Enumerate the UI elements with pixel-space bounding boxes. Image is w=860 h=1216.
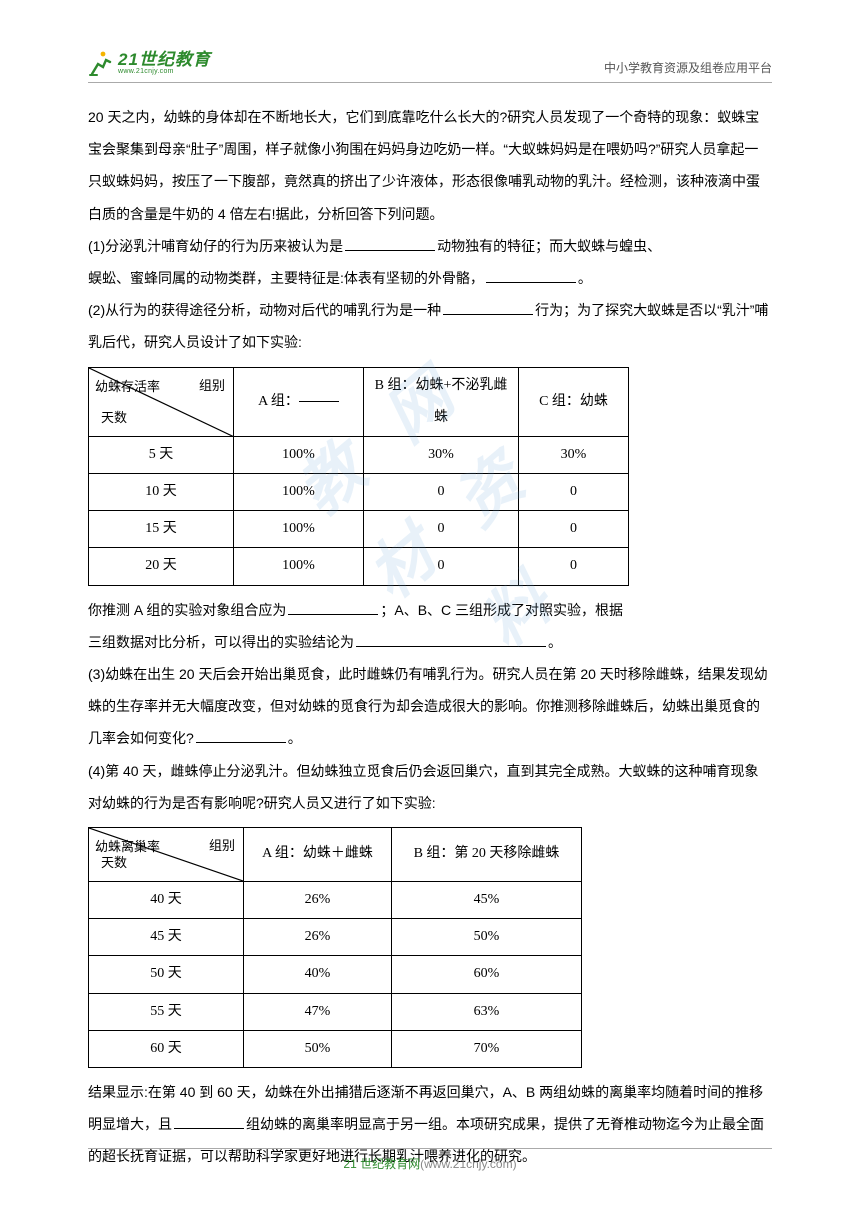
blank-2c[interactable]	[288, 601, 378, 615]
document-body: 20 天之内，幼蛛的身体却在不断地长大，它们到底靠吃什么长大的?研究人员发现了一…	[88, 101, 772, 1172]
table1-col-a: A 组：	[234, 367, 364, 436]
experiment-table-1: 幼蛛存活率 组别 天数 A 组： B 组：幼蛛+不泌乳雌蛛 C 组：幼蛛 5 天…	[88, 367, 629, 586]
table1-col-c: C 组：幼蛛	[519, 367, 629, 436]
question-3: (3)幼蛛在出生 20 天后会开始出巢觅食，此时雌蛛仍有哺乳行为。研究人员在第 …	[88, 658, 772, 755]
table-row: 20 天 100% 0 0	[89, 548, 629, 585]
question-2-conclusion: 三组数据对比分析，可以得出的实验结论为。	[88, 626, 772, 658]
blank-2e[interactable]	[356, 633, 546, 647]
question-4-intro: (4)第 40 天，雌蛛停止分泌乳汁。但幼蛛独立觅食后仍会返回巢穴，直到其完全成…	[88, 755, 772, 819]
table1-diag-header: 幼蛛存活率 组别 天数	[89, 367, 234, 436]
table2-diag-header: 幼蛛离巢率 组别 天数	[89, 827, 244, 881]
table-row: 10 天 100% 0 0	[89, 474, 629, 511]
logo: 21世纪教育 www.21cnjy.com	[88, 50, 211, 76]
footer-brand: 21 世纪教育网	[343, 1157, 420, 1171]
blank-1b[interactable]	[486, 269, 576, 283]
page-header: 21世纪教育 www.21cnjy.com 中小学教育资源及组卷应用平台	[88, 50, 772, 76]
question-2: (2)从行为的获得途径分析，动物对后代的哺乳行为是一种行为；为了探究大蚁蛛是否以…	[88, 294, 772, 358]
table-row: 60 天50%70%	[89, 1030, 582, 1067]
header-right-label: 中小学教育资源及组卷应用平台	[604, 59, 772, 76]
page-footer: 21 世纪教育网(www.21cnjy.com)	[88, 1148, 772, 1172]
blank-group-a[interactable]	[299, 401, 339, 402]
table1-col-b: B 组：幼蛛+不泌乳雌蛛	[364, 367, 519, 436]
footer-url: (www.21cnjy.com)	[420, 1157, 516, 1171]
runner-icon	[88, 50, 112, 76]
table-row: 40 天26%45%	[89, 881, 582, 918]
table-row: 55 天47%63%	[89, 993, 582, 1030]
table-row: 15 天 100% 0 0	[89, 511, 629, 548]
table2-col-a: A 组：幼蛛＋雌蛛	[244, 827, 392, 881]
question-2-after-table: 你推测 A 组的实验对象组合应为；A、B、C 三组形成了对照实验，根据	[88, 594, 772, 626]
blank-4[interactable]	[174, 1115, 244, 1129]
paragraph-intro: 20 天之内，幼蛛的身体却在不断地长大，它们到底靠吃什么长大的?研究人员发现了一…	[88, 101, 772, 230]
blank-2a[interactable]	[443, 301, 533, 315]
experiment-table-2: 幼蛛离巢率 组别 天数 A 组：幼蛛＋雌蛛 B 组：第 20 天移除雌蛛 40 …	[88, 827, 582, 1068]
question-1: (1)分泌乳汁哺育幼仔的行为历来被认为是动物独有的特征；而大蚁蛛与蝗虫、	[88, 230, 772, 262]
logo-title: 21世纪教育	[118, 51, 211, 68]
blank-1a[interactable]	[345, 237, 435, 251]
table-row: 50 天40%60%	[89, 956, 582, 993]
blank-3[interactable]	[196, 729, 286, 743]
table-row: 45 天26%50%	[89, 919, 582, 956]
table-row: 5 天 100% 30% 30%	[89, 436, 629, 473]
table2-col-b: B 组：第 20 天移除雌蛛	[392, 827, 582, 881]
logo-url: www.21cnjy.com	[118, 68, 211, 75]
question-1-line2: 蜈蚣、蜜蜂同属的动物类群，主要特征是:体表有坚韧的外骨骼，。	[88, 262, 772, 294]
header-divider	[88, 82, 772, 83]
